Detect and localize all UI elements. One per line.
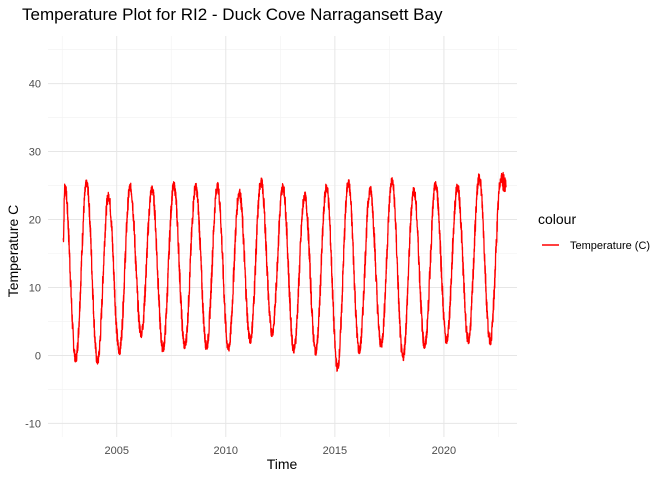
y-axis-tick-labels: -10 0 10 20 30 40 bbox=[25, 79, 41, 431]
y-tick-label: 30 bbox=[29, 147, 41, 159]
chart-title: Temperature Plot for RI2 - Duck Cove Nar… bbox=[22, 5, 443, 24]
legend-label-temperature: Temperature (C) bbox=[570, 240, 650, 252]
x-tick-label: 2010 bbox=[214, 445, 238, 457]
y-tick-label: -10 bbox=[25, 418, 41, 430]
y-tick-label: 40 bbox=[29, 79, 41, 91]
y-axis-title: Temperature C bbox=[5, 205, 21, 298]
x-axis-title: Time bbox=[267, 456, 298, 472]
grid-minor-lines bbox=[48, 36, 517, 437]
x-tick-label: 2020 bbox=[432, 445, 456, 457]
x-axis-tick-labels: 2005 2010 2015 2020 bbox=[104, 445, 456, 457]
legend: colour Temperature (C) bbox=[538, 211, 650, 252]
grid-major-lines bbox=[48, 36, 517, 437]
legend-title: colour bbox=[538, 211, 576, 227]
y-tick-label: 0 bbox=[35, 350, 41, 362]
temperature-series-line bbox=[62, 171, 507, 372]
y-tick-label: 10 bbox=[29, 282, 41, 294]
y-tick-label: 20 bbox=[29, 215, 41, 227]
x-tick-label: 2015 bbox=[323, 445, 347, 457]
x-tick-label: 2005 bbox=[104, 445, 128, 457]
